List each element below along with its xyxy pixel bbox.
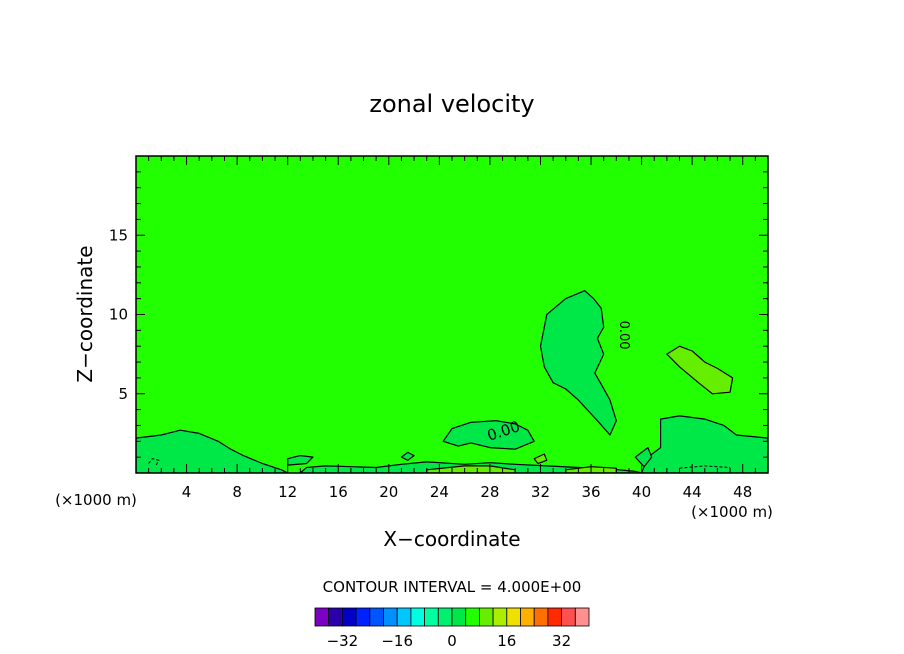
x-tick-label: 36	[581, 483, 600, 501]
colorbar-swatch	[369, 607, 384, 627]
colorbar-swatch	[314, 607, 330, 627]
x-unit-right: (×1000 m)	[691, 503, 773, 521]
colorbar-swatch	[341, 607, 357, 627]
x-tick-label: 24	[430, 483, 449, 501]
y-tick-label: 5	[118, 385, 128, 403]
colorbar-swatch	[547, 607, 563, 627]
colorbar-swatch	[533, 607, 549, 627]
colorbar-swatch	[396, 607, 412, 627]
x-unit-left: (×1000 m)	[55, 491, 137, 509]
x-tick-label: 16	[329, 483, 348, 501]
contour-region-low-mid	[442, 420, 535, 450]
colorbar-swatch	[506, 607, 521, 627]
y-axis-title: Z−coordinate	[73, 245, 97, 382]
y-tick-label: 15	[109, 226, 128, 244]
x-tick-label: 44	[683, 483, 702, 501]
x-tick-label: 20	[379, 483, 398, 501]
colorbar-swatch	[451, 607, 467, 627]
colorbar-swatch	[424, 607, 439, 627]
colorbar-tick-label: −32	[327, 632, 359, 650]
chart-title: zonal velocity	[369, 90, 534, 118]
x-tick-label: 4	[182, 483, 192, 501]
x-tick-label: 8	[232, 483, 242, 501]
colorbar-swatch	[437, 607, 453, 627]
colorbar-tick-label: 32	[552, 632, 571, 650]
colorbar-swatch	[328, 607, 343, 627]
x-tick-label: 40	[632, 483, 651, 501]
contour-region-small-blob-2	[400, 451, 415, 461]
contour-region-warm-blob	[666, 345, 734, 395]
colorbar-swatch	[520, 607, 535, 627]
colorbar-swatch	[574, 607, 590, 627]
colorbar-swatch	[410, 607, 425, 627]
contour-region-low-left	[136, 429, 289, 473]
colorbar-swatch	[478, 607, 494, 627]
y-tick-label: 10	[109, 306, 128, 324]
contour-region-upper-anvil	[539, 290, 617, 436]
x-tick-label: 28	[480, 483, 499, 501]
dashed-contour-0	[148, 458, 160, 466]
contour-regions: 0.000.00	[136, 290, 768, 473]
x-axis-title: X−coordinate	[383, 527, 520, 551]
contour-region-low-right-1	[640, 415, 768, 473]
colorbar-tick-label: −16	[381, 632, 413, 650]
dashed-contour-1	[679, 465, 731, 469]
colorbar-swatch	[355, 607, 371, 627]
colorbar-swatch	[465, 607, 480, 627]
x-tick-label: 48	[733, 483, 752, 501]
colorbar-swatch	[561, 607, 576, 627]
colorbar: −32 −16 0 16 32	[314, 607, 590, 650]
colorbar-swatch	[492, 607, 508, 627]
contour-region-low-right-2	[634, 447, 653, 468]
contour-region-small-blob-1	[287, 455, 314, 466]
colorbar-swatch	[383, 607, 398, 627]
contour-region-warm-speck	[533, 453, 548, 465]
x-tick-label: 32	[531, 483, 550, 501]
contour-label: 0.00	[616, 321, 631, 350]
x-tick-label: 12	[278, 483, 297, 501]
colorbar-tick-label: 0	[447, 632, 457, 650]
colorbar-tick-label: 16	[497, 632, 516, 650]
contour-interval-label: CONTOUR INTERVAL = 4.000E+00	[323, 578, 582, 596]
